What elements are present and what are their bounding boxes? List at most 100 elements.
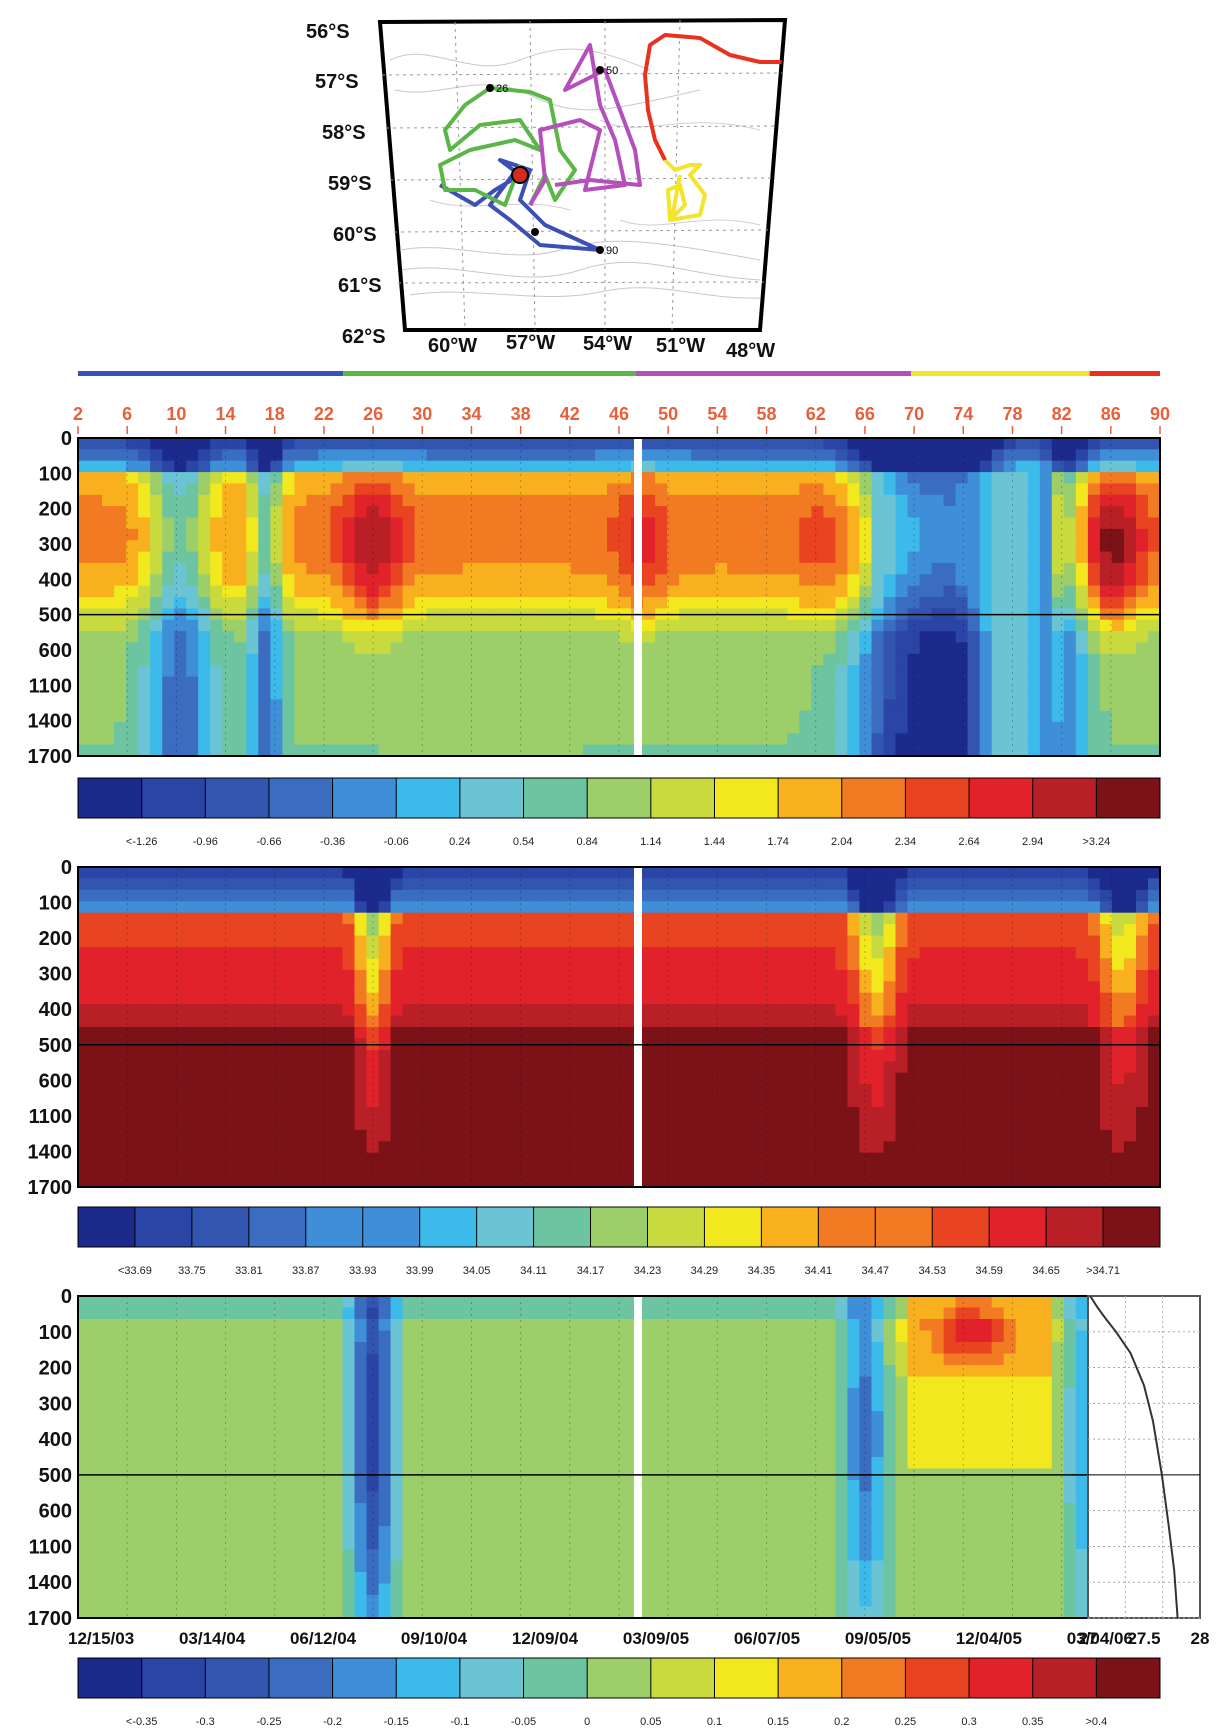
temperature-cell [126,494,139,507]
salinity-cell [270,1141,283,1154]
temperature-cell [186,460,199,473]
salinity-cell [943,1129,957,1142]
salinity-cell [414,1095,428,1108]
temperature-cell [270,528,283,541]
temperature-cell [462,585,476,598]
salinity-cell [691,889,704,902]
salinity-cell [811,878,824,891]
salinity-cell [1123,924,1137,937]
temperature-cell [1039,438,1053,450]
salinity-cell [955,1141,969,1154]
temperature-cell [258,676,271,689]
salinity-cell [1087,878,1101,891]
temperature-cell [1015,585,1029,598]
salinity-cell [150,969,163,982]
salinity-cell [1015,981,1029,994]
salinity-cell [643,1027,656,1039]
temperature-cell [558,676,572,689]
salinity-cell [198,889,211,902]
salinity-cell [378,1061,392,1074]
temperature-cell [1063,551,1077,564]
temperature-cell [835,585,848,598]
salinity-cell [222,912,235,925]
salinity-cell [895,912,909,925]
salinity-cell [246,1084,259,1097]
salinity-cell [895,1049,909,1062]
temperature-cell [1148,472,1161,485]
salinity-cell [871,1004,885,1017]
salinity-cell [847,1129,860,1142]
salinity-cell [955,992,969,1005]
temperature-cell [210,597,223,609]
salinity-cell [330,1004,344,1017]
temperature-cell [246,574,259,587]
salinity-cell [895,1129,909,1142]
temperature-cell [595,562,608,575]
temperature-cell [414,506,428,519]
temperature-cell [402,494,416,507]
salinity-cell [1075,924,1089,937]
salinity-cell [967,958,981,971]
temperature-cell [174,710,187,723]
temperature-cell [174,551,187,564]
salinity-cell [799,878,812,891]
salinity-cell [799,901,812,914]
salinity-cell [1136,969,1149,982]
salinity-cell [679,969,692,982]
temperature-cell [270,494,283,507]
temperature-cell [174,653,187,666]
temperature-cell [306,574,319,587]
temperature-cell [366,710,380,723]
temperature-cell [895,665,909,678]
salinity-cell [462,1027,476,1039]
temperature-cell [691,460,704,473]
salinity-cell [643,912,656,925]
salinity-cell [90,924,103,937]
temperature-cell [919,528,933,541]
salinity-cell [799,1095,812,1108]
salinity-cell [1051,1095,1065,1108]
salinity-cell [138,992,151,1005]
temperature-cell [462,517,476,530]
salinity-cell [787,958,800,971]
salinity-cell [775,867,788,879]
salinity-cell [787,924,800,937]
temperature-cell [679,619,692,632]
temperature-cell [474,653,488,666]
temperature-cell [1063,574,1077,587]
temperature-cell [378,574,392,587]
temperature-cell [510,699,524,712]
temperature-cell [655,653,668,666]
temperature-cell [859,585,872,598]
salinity-cell [1051,969,1065,982]
salinity-cell [234,1072,247,1085]
temperature-cell [486,449,500,462]
salinity-cell [546,981,560,994]
salinity-cell [715,1107,728,1119]
temperature-cell [186,597,199,609]
temperature-cell [1136,733,1149,746]
temperature-cell [811,653,824,666]
salinity-cell [474,1027,488,1039]
salinity-cell [715,901,728,914]
temperature-cell [1111,687,1125,700]
salinity-cell [570,924,584,937]
temperature-depth-label-600: 600 [39,640,72,662]
salinity-cell [438,878,452,891]
salinity-cell [126,1061,139,1074]
salinity-cell [1111,992,1125,1005]
salinity-cell [534,901,548,914]
salinity-cell [306,1061,319,1074]
temperature-cell [414,528,428,541]
temperature-cell [1087,551,1101,564]
temperature-cell [619,585,632,598]
salinity-cell [799,912,812,925]
lat-label-59s: 59°S [328,173,372,195]
temperature-cell [895,699,909,712]
salinity-cell [414,947,428,959]
temperature-cell [691,597,704,609]
temperature-cell [679,540,692,553]
temperature-cell [378,710,392,723]
temperature-cell [787,540,800,553]
temperature-cell [727,585,740,598]
